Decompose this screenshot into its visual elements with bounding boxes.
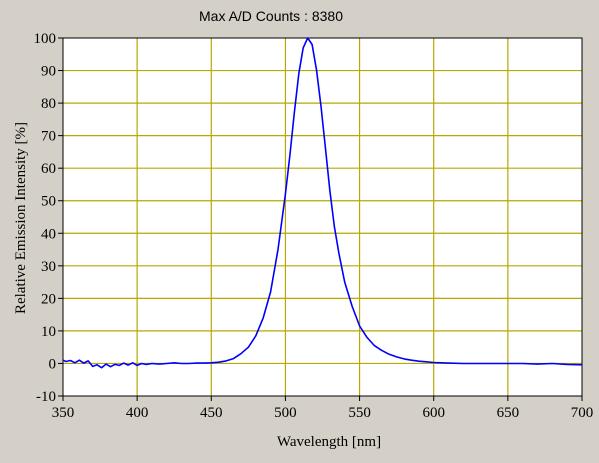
grid-lines: [63, 38, 582, 396]
y-tick-label: 30: [41, 259, 56, 275]
y-tick-label: 80: [41, 96, 56, 112]
axes: 350 400 450 500 550 600 650 700 -10 0 10 20 30 40 50 60…: [34, 31, 594, 421]
x-tick-label: 550: [348, 405, 371, 421]
y-tick-label: 100: [34, 31, 57, 47]
plot-border: [62, 37, 583, 397]
y-tick-label: 0: [49, 356, 57, 372]
series-layer: [62, 37, 583, 369]
y-tick-label: 20: [41, 291, 56, 307]
chart-title: Max A/D Counts : 8380: [199, 8, 343, 24]
y-tick-label: 10: [41, 324, 56, 340]
y-tick-label: -10: [36, 389, 56, 405]
x-tick-label: 500: [274, 405, 297, 421]
y-tick-label: 60: [41, 161, 56, 177]
series-line: [62, 37, 583, 369]
y-tick-label: 70: [41, 129, 56, 145]
y-tick-label: 50: [41, 194, 56, 210]
plot-area: [63, 38, 582, 396]
x-tick-label: 350: [52, 405, 75, 421]
y-tick-label: 40: [41, 226, 56, 242]
x-tick-label: 650: [497, 405, 520, 421]
x-axis-label: Wavelength [nm]: [277, 434, 381, 450]
x-tick-label: 600: [422, 405, 445, 421]
y-tick-label: 90: [41, 64, 56, 80]
x-tick-label: 400: [126, 405, 149, 421]
x-tick-label: 450: [200, 405, 223, 421]
x-tick-label: 700: [571, 405, 594, 421]
y-axis-label: Relative Emission Intensity [%]: [13, 122, 29, 314]
